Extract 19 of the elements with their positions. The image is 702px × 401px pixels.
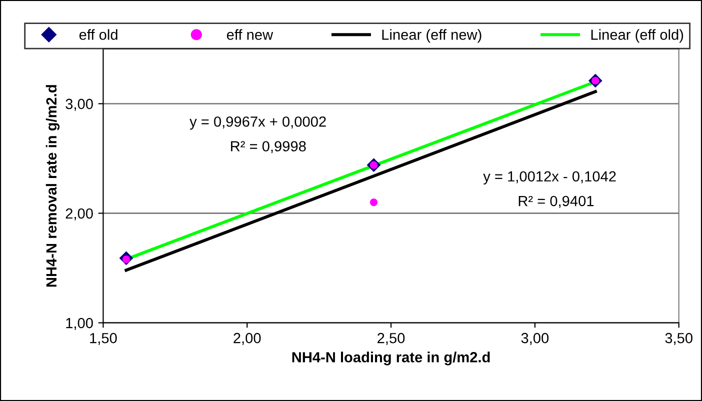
x-tick-label: 3,00 — [521, 332, 549, 345]
annotation: R² = 0,9401 — [518, 196, 594, 208]
y-tick-label: 3,00 — [66, 98, 93, 111]
y-tick-label: 1,00 — [66, 318, 93, 330]
point — [370, 198, 378, 206]
legend-label: eff old — [79, 29, 118, 40]
y-tick-label: 2,00 — [66, 208, 93, 220]
x-axis-title: NH4-N loading rate in g/m2.d — [292, 352, 490, 366]
legend-label: eff new — [226, 29, 274, 40]
annotation: R² = 0,9998 — [231, 141, 306, 154]
x-tick-label: 2,50 — [378, 332, 405, 345]
legend-label: Linear (eff new) — [382, 29, 482, 43]
x-tick-label: 2,00 — [234, 332, 261, 345]
legend-label: Linear (eff old) — [591, 29, 684, 43]
y-axis-title: NH4-N removal rate in g/m2.d — [46, 85, 60, 287]
annotation: y = 0,9967x + 0,0002 — [190, 116, 326, 130]
annotation: y = 1,0012x - 0,1042 — [483, 171, 616, 184]
x-tick-label: 1,50 — [90, 332, 117, 345]
x-tick-label: 3,50 — [665, 332, 692, 345]
